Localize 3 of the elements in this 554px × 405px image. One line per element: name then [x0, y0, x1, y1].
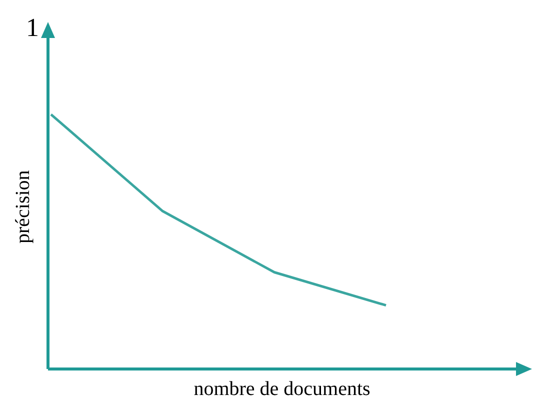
x-axis-title: nombre de documents: [194, 378, 371, 400]
y-axis-title: précision: [12, 170, 34, 244]
text: 1: [26, 13, 39, 42]
